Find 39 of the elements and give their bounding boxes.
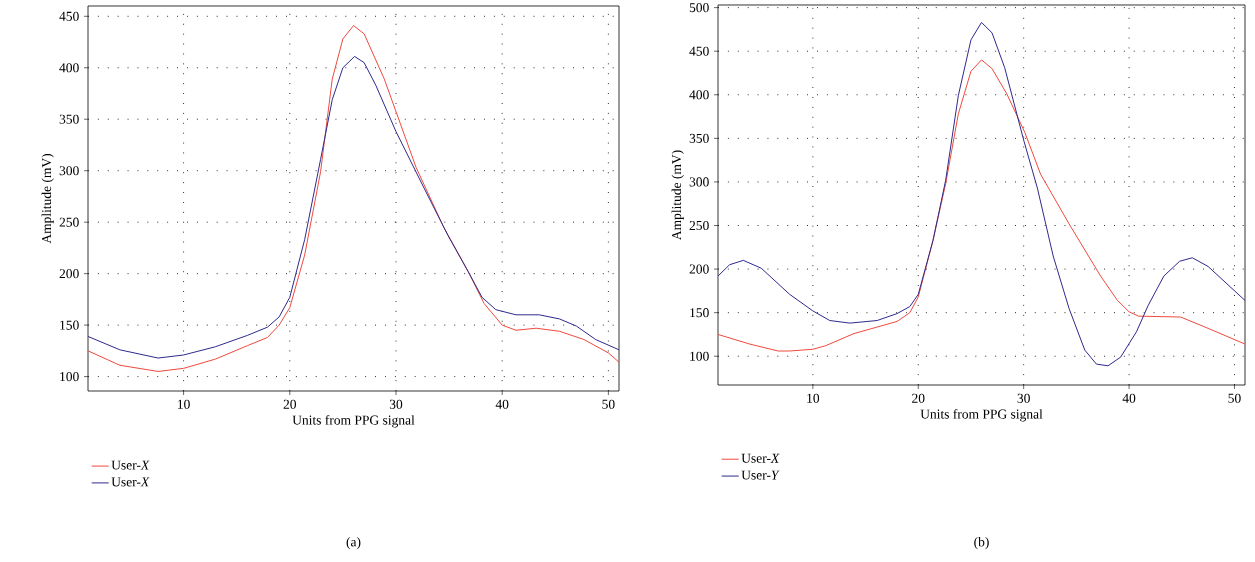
y-tick-label: 250 (59, 217, 79, 227)
x-tick-label: 40 (1122, 393, 1136, 403)
y-tick-label: 450 (59, 11, 79, 21)
y-tick-label: 150 (690, 308, 709, 318)
y-tick-label: 100 (690, 351, 709, 361)
y-tick-label: 300 (689, 177, 709, 187)
y-tick-label: 200 (59, 269, 79, 279)
legend-label: User-X (111, 477, 150, 487)
y-tick-label: 250 (689, 220, 709, 231)
x-tick-label: 50 (1228, 393, 1241, 403)
y-tick-label: 150 (60, 320, 79, 330)
y-tick-label: 500 (689, 3, 709, 13)
x-tick-label: 30 (1017, 393, 1030, 403)
x-tick-label: 20 (283, 399, 297, 409)
y-axis-title: Amplitude (mV) (671, 150, 684, 241)
text: (b) (974, 536, 989, 550)
text: (a) (346, 536, 361, 550)
legend-label: User-X (111, 460, 150, 470)
x-tick-label: 40 (495, 399, 509, 409)
x-tick-label: 50 (602, 399, 615, 409)
x-tick-label: 10 (178, 399, 190, 409)
y-tick-label: 350 (689, 133, 709, 143)
x-axis-title: Units from PPG signal (920, 409, 1043, 422)
legend-label: User-X (741, 453, 780, 463)
x-tick-label: 10 (807, 393, 820, 403)
y-tick-label: 300 (59, 166, 79, 176)
y-tick-label: 400 (689, 90, 709, 100)
x-tick-label: 30 (389, 399, 403, 409)
line-series (717, 59, 1246, 352)
line-series (717, 21, 1246, 367)
legend-label: User-Y (741, 470, 780, 480)
y-tick-label: 200 (689, 264, 709, 274)
y-tick-label: 350 (59, 114, 79, 124)
y-tick-label: 100 (60, 372, 79, 382)
x-axis-title: Units from PPG signal (292, 415, 415, 428)
y-axis-title: Amplitude (mV) (41, 153, 54, 244)
x-tick-label: 20 (912, 393, 925, 403)
y-tick-label: 450 (689, 46, 709, 56)
y-tick-label: 400 (59, 63, 79, 73)
